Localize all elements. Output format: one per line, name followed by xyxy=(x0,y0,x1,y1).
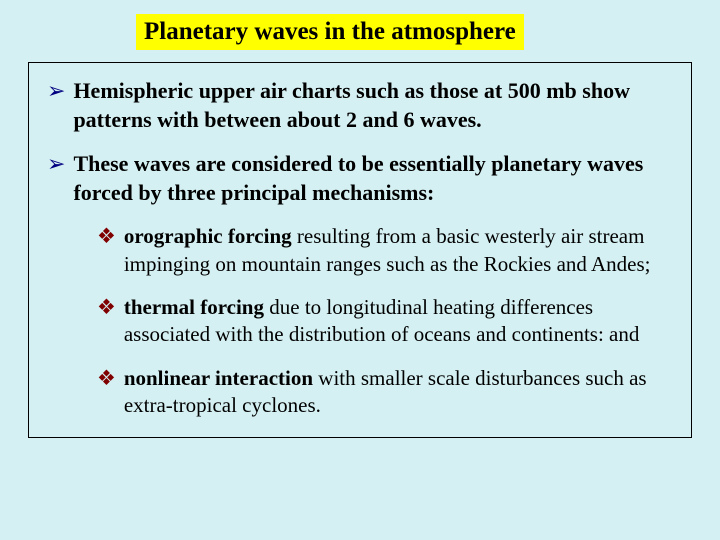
sub-bullet-text-2: thermal forcing due to longitudinal heat… xyxy=(124,294,673,349)
arrow-icon: ➢ xyxy=(47,77,65,134)
bullet-item-1: ➢ Hemispheric upper air charts such as t… xyxy=(43,77,673,134)
bullet-text-1: Hemispheric upper air charts such as tho… xyxy=(73,77,673,134)
sub-bullet-2: ❖ thermal forcing due to longitudinal he… xyxy=(97,294,673,349)
arrow-icon: ➢ xyxy=(47,150,65,207)
sub-bullet-1: ❖ orographic forcing resulting from a ba… xyxy=(97,223,673,278)
content-box: ➢ Hemispheric upper air charts such as t… xyxy=(28,62,692,438)
sub-bullet-text-1: orographic forcing resulting from a basi… xyxy=(124,223,673,278)
diamond-icon: ❖ xyxy=(97,365,116,420)
title-box: Planetary waves in the atmosphere xyxy=(136,14,524,50)
sub-bullet-bold-3: nonlinear interaction xyxy=(124,366,313,390)
sub-bullet-bold-2: thermal forcing xyxy=(124,295,264,319)
bullet-text-2: These waves are considered to be essenti… xyxy=(73,150,673,207)
bullet-item-2: ➢ These waves are considered to be essen… xyxy=(43,150,673,207)
sub-bullet-text-3: nonlinear interaction with smaller scale… xyxy=(124,365,673,420)
sub-bullet-bold-1: orographic forcing xyxy=(124,224,292,248)
sub-bullet-3: ❖ nonlinear interaction with smaller sca… xyxy=(97,365,673,420)
slide-title: Planetary waves in the atmosphere xyxy=(144,18,516,45)
diamond-icon: ❖ xyxy=(97,223,116,278)
diamond-icon: ❖ xyxy=(97,294,116,349)
